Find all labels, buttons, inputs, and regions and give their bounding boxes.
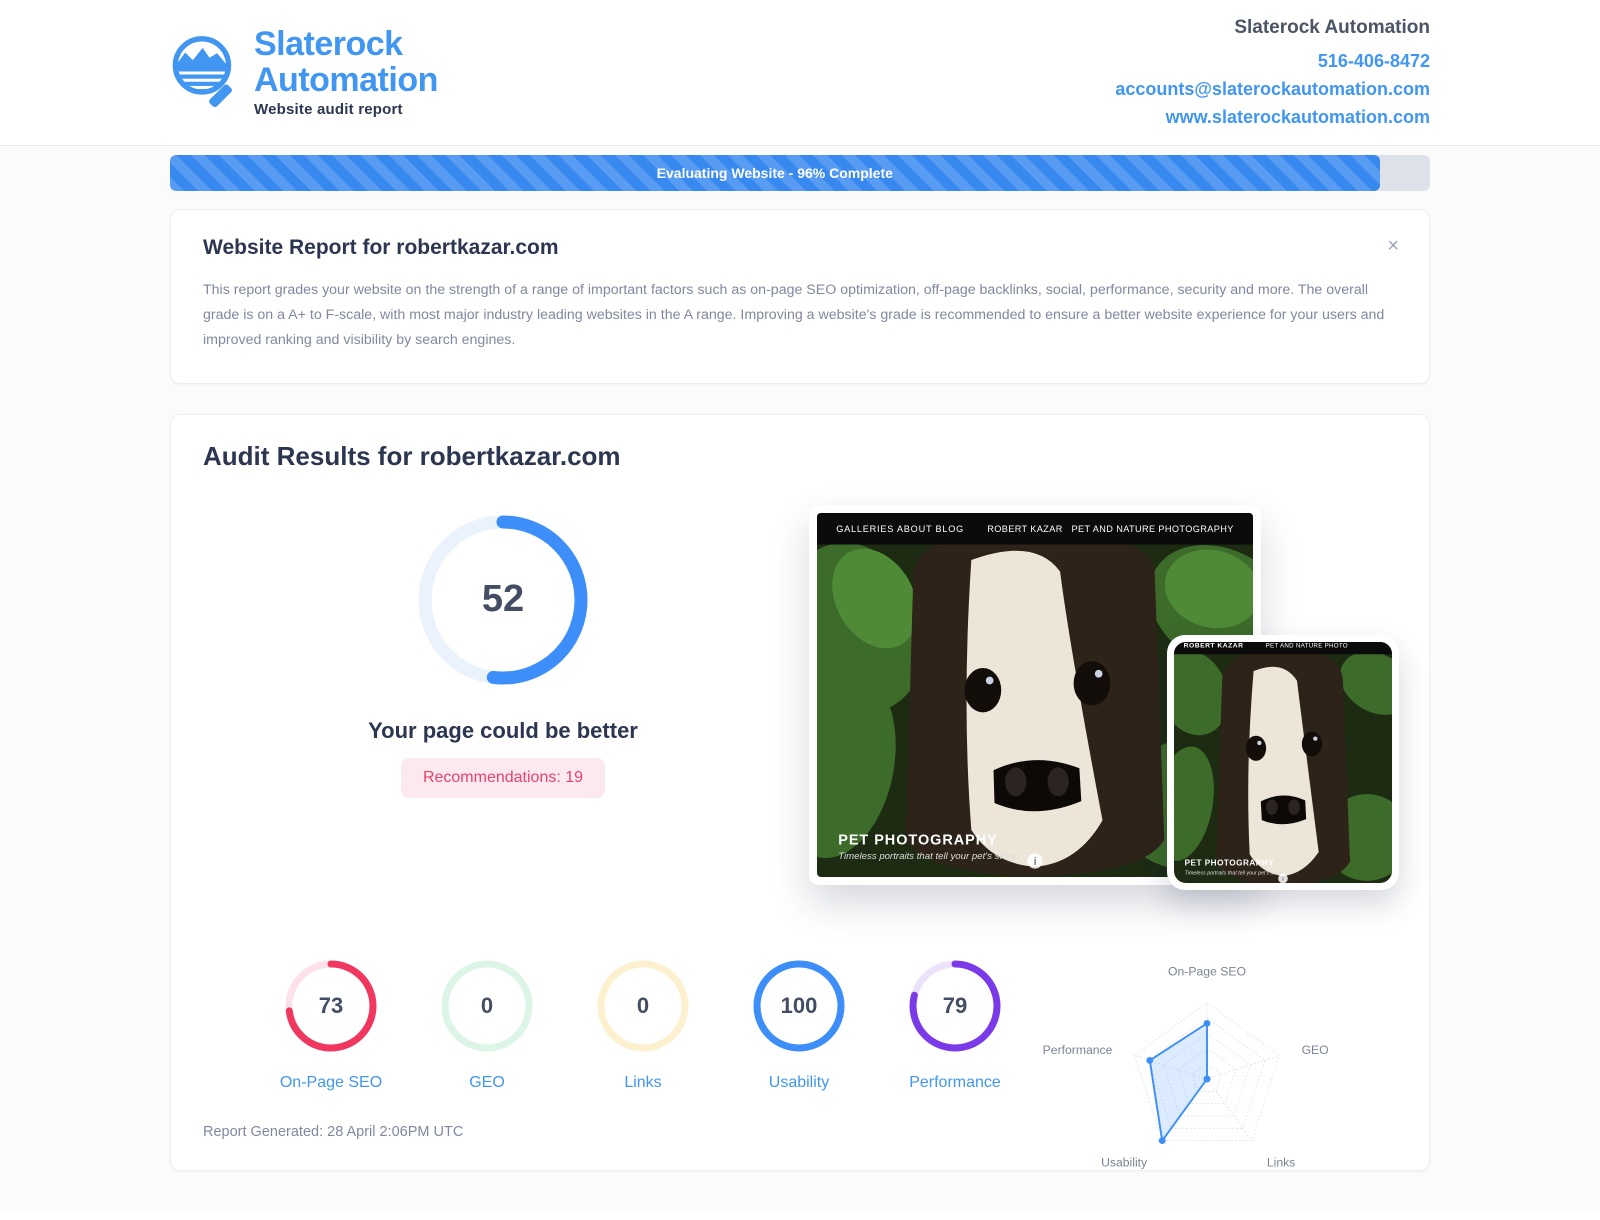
svg-text:PET PHOTOGRAPHY: PET PHOTOGRAPHY bbox=[1185, 858, 1274, 867]
svg-text:Performance: Performance bbox=[1043, 1042, 1113, 1056]
svg-text:On-Page SEO: On-Page SEO bbox=[1168, 964, 1246, 978]
svg-text:ROBERT KAZAR: ROBERT KAZAR bbox=[1184, 642, 1244, 649]
svg-text:Timeless portraits that tell y: Timeless portraits that tell your pet's … bbox=[1185, 870, 1283, 876]
svg-text:i: i bbox=[1282, 876, 1283, 882]
svg-text:ROBERT KAZAR PET AND NATURE: ROBERT KAZAR PET AND NATURE PHOTOGRAPHY bbox=[987, 524, 1233, 534]
svg-text:Timeless portraits that tell y: Timeless portraits that tell your pet's … bbox=[838, 851, 1016, 862]
svg-text:GEO: GEO bbox=[1302, 1042, 1329, 1056]
svg-text:PET PHOTOGRAPHY: PET PHOTOGRAPHY bbox=[838, 832, 998, 848]
svg-text:Usability: Usability bbox=[1101, 1155, 1148, 1169]
svg-text:Links: Links bbox=[1267, 1155, 1295, 1169]
svg-text:GALLERIES ABOUT BLOG: GALLERIES ABOUT BLOG bbox=[836, 524, 964, 534]
svg-text:PET AND NATURE PHOTO: PET AND NATURE PHOTO bbox=[1266, 642, 1348, 649]
svg-text:i: i bbox=[1034, 855, 1036, 867]
